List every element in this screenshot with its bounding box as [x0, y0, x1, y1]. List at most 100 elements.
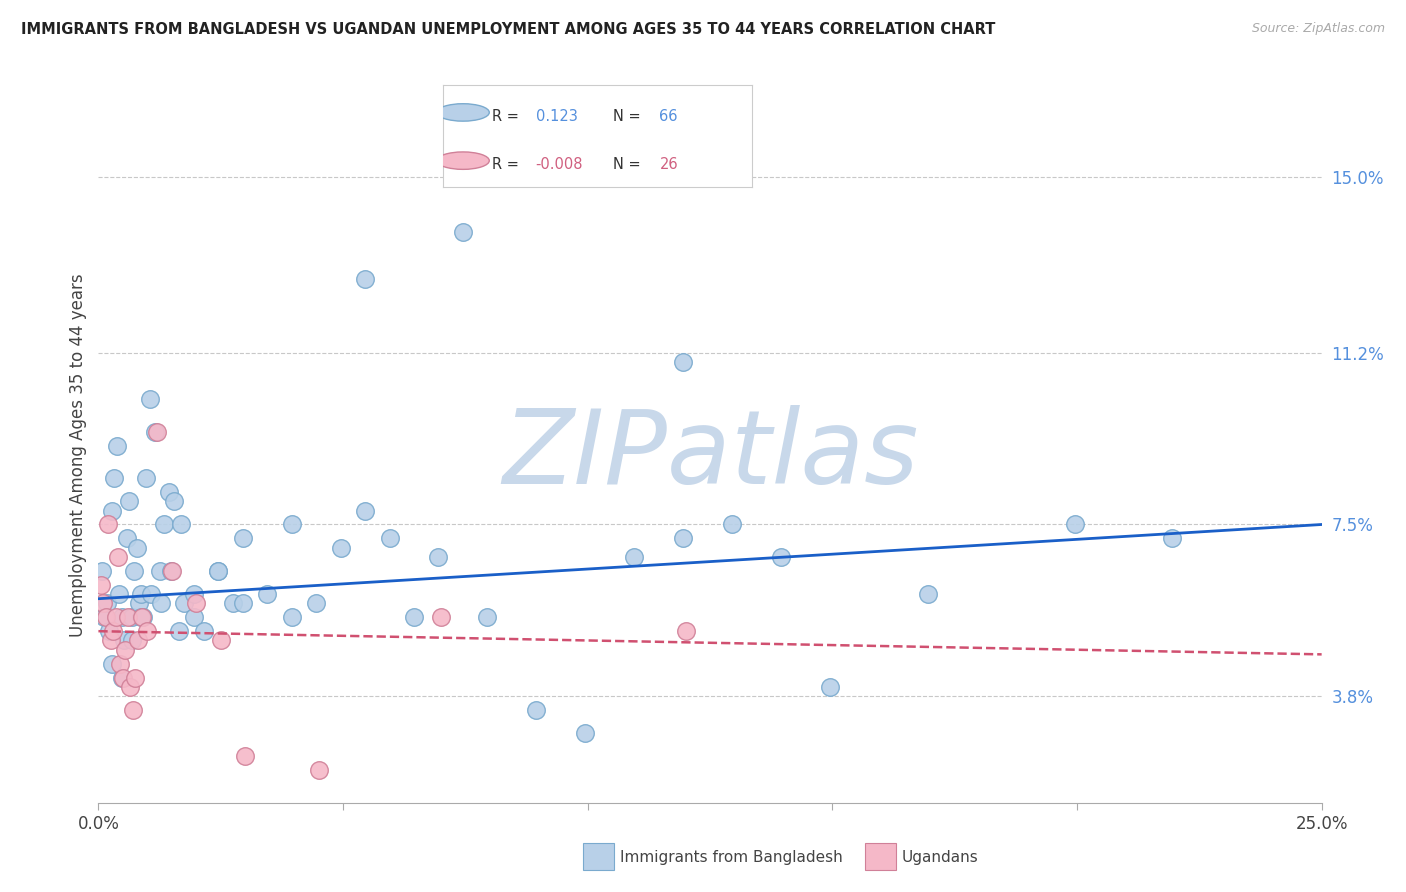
Point — [136, 624, 159, 639]
Point — [1063, 517, 1085, 532]
Point — [143, 425, 166, 439]
Point — [153, 517, 176, 532]
Text: R =: R = — [492, 109, 519, 124]
Point — [305, 596, 328, 610]
Point — [160, 564, 183, 578]
Point — [451, 225, 474, 239]
Point — [207, 564, 229, 578]
Point — [111, 671, 134, 685]
Point — [131, 587, 153, 601]
Point — [128, 596, 150, 610]
Point — [98, 624, 121, 639]
Point — [430, 610, 453, 624]
Point — [97, 517, 120, 532]
Point — [209, 633, 232, 648]
Point — [103, 471, 125, 485]
Point — [157, 485, 180, 500]
Point — [232, 532, 254, 546]
Point — [256, 587, 278, 601]
Text: N =: N = — [613, 157, 641, 172]
Point — [207, 564, 229, 578]
Point — [101, 657, 124, 671]
Point — [108, 587, 131, 601]
Point — [111, 671, 134, 685]
Point — [354, 503, 377, 517]
Point — [141, 587, 163, 601]
Text: Source: ZipAtlas.com: Source: ZipAtlas.com — [1251, 22, 1385, 36]
Point — [105, 439, 128, 453]
Point — [94, 610, 117, 624]
Y-axis label: Unemployment Among Ages 35 to 44 years: Unemployment Among Ages 35 to 44 years — [69, 273, 87, 637]
Circle shape — [437, 152, 489, 169]
Point — [107, 549, 129, 564]
Point — [769, 549, 792, 564]
Point — [91, 564, 114, 578]
Point — [121, 633, 143, 648]
Point — [232, 596, 254, 610]
Point — [402, 610, 425, 624]
Point — [280, 517, 302, 532]
Point — [132, 610, 155, 624]
Point — [233, 749, 256, 764]
Text: 66: 66 — [659, 109, 678, 124]
Point — [121, 610, 143, 624]
Point — [90, 578, 112, 592]
Text: N =: N = — [613, 109, 641, 124]
Text: -0.008: -0.008 — [536, 157, 583, 172]
Point — [574, 726, 596, 740]
Point — [91, 596, 114, 610]
Point — [124, 671, 146, 685]
Point — [672, 532, 695, 546]
Point — [131, 610, 153, 624]
Text: IMMIGRANTS FROM BANGLADESH VS UGANDAN UNEMPLOYMENT AMONG AGES 35 TO 44 YEARS COR: IMMIGRANTS FROM BANGLADESH VS UGANDAN UN… — [21, 22, 995, 37]
Point — [104, 610, 127, 624]
Point — [721, 517, 744, 532]
Text: 0.123: 0.123 — [536, 109, 578, 124]
Point — [101, 624, 124, 639]
Text: ZIPatlas: ZIPatlas — [502, 405, 918, 505]
Point — [114, 642, 136, 657]
Point — [93, 610, 115, 624]
Point — [354, 271, 377, 285]
Text: 26: 26 — [659, 157, 678, 172]
Point — [818, 680, 841, 694]
Point — [329, 541, 352, 555]
Point — [193, 624, 215, 639]
Text: Ugandans: Ugandans — [901, 850, 979, 865]
Point — [222, 596, 245, 610]
Point — [135, 471, 157, 485]
Point — [672, 355, 695, 369]
Point — [121, 703, 143, 717]
Point — [149, 564, 172, 578]
Point — [101, 503, 124, 517]
Point — [163, 494, 186, 508]
Point — [110, 657, 132, 671]
Point — [96, 596, 118, 610]
Point — [623, 549, 645, 564]
Point — [917, 587, 939, 601]
Point — [122, 564, 145, 578]
Point — [167, 624, 190, 639]
Text: Immigrants from Bangladesh: Immigrants from Bangladesh — [620, 850, 842, 865]
Point — [280, 610, 302, 624]
Point — [111, 610, 134, 624]
Circle shape — [437, 103, 489, 121]
Point — [169, 517, 191, 532]
Point — [112, 633, 135, 648]
Point — [125, 541, 148, 555]
Point — [150, 596, 173, 610]
Point — [186, 596, 208, 610]
Point — [146, 425, 169, 439]
Point — [117, 610, 139, 624]
Point — [427, 549, 450, 564]
Point — [131, 610, 153, 624]
Point — [675, 624, 697, 639]
Point — [160, 564, 183, 578]
Point — [115, 532, 138, 546]
Point — [120, 680, 142, 694]
Point — [477, 610, 499, 624]
Point — [173, 596, 195, 610]
Point — [127, 633, 149, 648]
Point — [183, 610, 205, 624]
Point — [118, 494, 141, 508]
